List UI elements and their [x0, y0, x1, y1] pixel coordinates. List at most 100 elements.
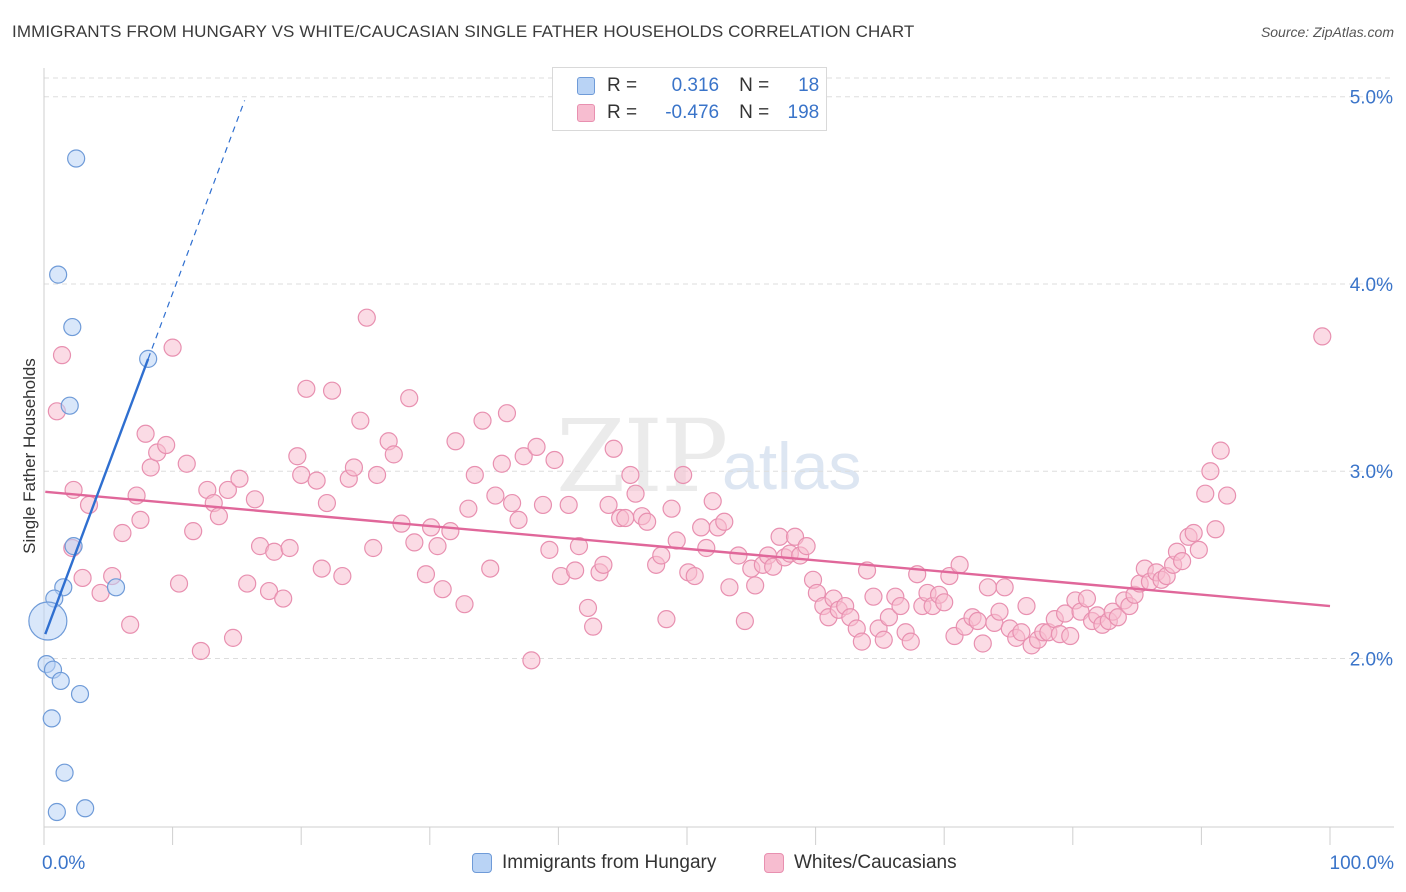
legend-r-value: -0.476	[645, 102, 719, 124]
point-hungary	[77, 800, 94, 817]
point-white	[239, 575, 256, 592]
point-white	[293, 466, 310, 483]
point-white	[442, 523, 459, 540]
legend-row-blue: R = 0.316 N = 18	[577, 74, 819, 98]
point-white	[1190, 541, 1207, 558]
bottom-legend-item-blue: Immigrants from Hungary	[472, 852, 716, 874]
trend-line-hungary-extension	[148, 100, 244, 358]
point-white	[334, 568, 351, 585]
point-white	[951, 556, 968, 573]
y-tick-label: 3.0%	[1350, 462, 1393, 483]
point-white	[1174, 553, 1191, 570]
point-white	[892, 598, 909, 615]
point-hungary	[61, 397, 78, 414]
point-white	[617, 510, 634, 527]
point-white	[246, 491, 263, 508]
point-white	[1207, 521, 1224, 538]
bottom-legend-swatch-blue	[472, 853, 492, 873]
point-white	[1314, 328, 1331, 345]
point-white	[122, 616, 139, 633]
legend-n-value: 198	[779, 102, 819, 124]
legend-swatch-pink	[577, 104, 595, 122]
point-hungary	[72, 686, 89, 703]
point-white	[585, 618, 602, 635]
point-white	[902, 633, 919, 650]
legend-r-label: R =	[607, 75, 637, 97]
bottom-legend-swatch-pink	[764, 853, 784, 873]
point-white	[663, 500, 680, 517]
point-white	[639, 513, 656, 530]
point-hungary	[29, 602, 67, 640]
point-white	[275, 590, 292, 607]
point-white	[358, 309, 375, 326]
point-white	[313, 560, 330, 577]
point-white	[178, 455, 195, 472]
y-tick-label: 4.0%	[1350, 275, 1393, 296]
point-white	[1062, 628, 1079, 645]
legend-n-label: N =	[739, 102, 769, 124]
point-white	[528, 438, 545, 455]
point-white	[466, 466, 483, 483]
point-white	[92, 584, 109, 601]
point-white	[605, 440, 622, 457]
legend-swatch-blue	[577, 77, 595, 95]
point-hungary	[68, 150, 85, 167]
point-white	[456, 596, 473, 613]
legend-r-label: R =	[607, 102, 637, 124]
point-white	[600, 496, 617, 513]
point-white	[541, 541, 558, 558]
point-white	[158, 437, 175, 454]
point-white	[853, 633, 870, 650]
point-hungary	[64, 319, 81, 336]
bottom-legend: Immigrants from Hungary Whites/Caucasian…	[0, 852, 1406, 878]
legend-n-label: N =	[739, 75, 769, 97]
point-white	[875, 631, 892, 648]
legend-row-pink: R = -0.476 N = 198	[577, 101, 819, 125]
point-white	[192, 642, 209, 659]
point-white	[747, 577, 764, 594]
point-white	[281, 539, 298, 556]
bottom-legend-label: Whites/Caucasians	[794, 852, 957, 874]
point-white	[510, 511, 527, 528]
point-white	[969, 613, 986, 630]
bottom-legend-label: Immigrants from Hungary	[502, 852, 716, 874]
point-white	[298, 380, 315, 397]
point-white	[1185, 525, 1202, 542]
point-white	[653, 547, 670, 564]
point-white	[798, 538, 815, 555]
point-white	[658, 611, 675, 628]
point-white	[225, 629, 242, 646]
legend-n-value: 18	[779, 75, 819, 97]
point-white	[498, 405, 515, 422]
point-white	[560, 496, 577, 513]
point-white	[627, 485, 644, 502]
point-white	[318, 495, 335, 512]
point-white	[352, 412, 369, 429]
point-white	[231, 470, 248, 487]
point-white	[324, 382, 341, 399]
point-white	[1202, 463, 1219, 480]
point-white	[865, 588, 882, 605]
point-white	[434, 581, 451, 598]
point-white	[1078, 590, 1095, 607]
point-hungary	[56, 764, 73, 781]
point-white	[447, 433, 464, 450]
point-white	[704, 493, 721, 510]
point-hungary	[52, 672, 69, 689]
bottom-legend-item-pink: Whites/Caucasians	[764, 852, 957, 874]
point-white	[579, 599, 596, 616]
point-white	[996, 579, 1013, 596]
point-white	[487, 487, 504, 504]
y-tick-label: 2.0%	[1350, 649, 1393, 670]
point-white	[523, 652, 540, 669]
point-white	[991, 603, 1008, 620]
point-white	[698, 539, 715, 556]
point-white	[504, 495, 521, 512]
point-white	[1212, 442, 1229, 459]
point-white	[693, 519, 710, 536]
point-white	[686, 568, 703, 585]
point-white	[54, 347, 71, 364]
point-white	[771, 528, 788, 545]
point-white	[474, 412, 491, 429]
point-white	[482, 560, 499, 577]
